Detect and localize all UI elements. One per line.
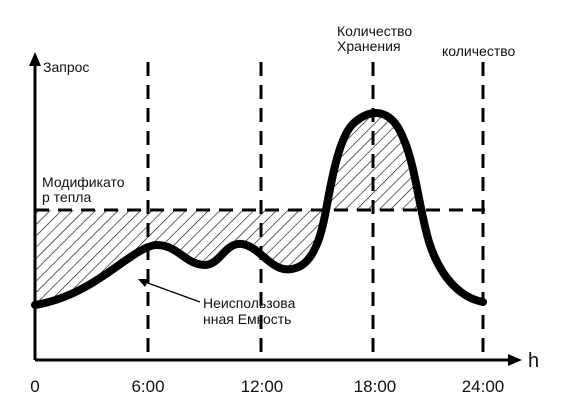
unused-capacity-region [35, 210, 326, 305]
y-axis-arrow-icon [29, 52, 41, 66]
unused-capacity-label-line2: нная Емкость [203, 311, 291, 327]
demand-curve [31, 109, 487, 309]
x-tick-label: 0 [30, 377, 39, 396]
y-axis-label: Запрос [43, 59, 89, 75]
x-axis-label: h [528, 350, 539, 372]
storage-label-line2: Хранения [337, 38, 401, 54]
x-tick-label: 18:00 [354, 377, 397, 396]
x-tick-label: 6:00 [131, 377, 164, 396]
pointer-arrow-icon [138, 279, 149, 287]
unused-capacity-pointer [144, 281, 201, 303]
x-axis-arrow-icon [508, 354, 522, 366]
x-tick-label: 24:00 [462, 377, 505, 396]
unused-capacity-label-line1: Неиспользова [203, 295, 296, 311]
heat-modifier-label-line2: р тепла [42, 189, 91, 205]
storage-label-line1: Количество [337, 23, 412, 39]
x-tick-label: 12:00 [241, 377, 284, 396]
heat-modifier-label-line1: Модификато [42, 174, 125, 190]
quantity-label: количество [442, 43, 516, 59]
